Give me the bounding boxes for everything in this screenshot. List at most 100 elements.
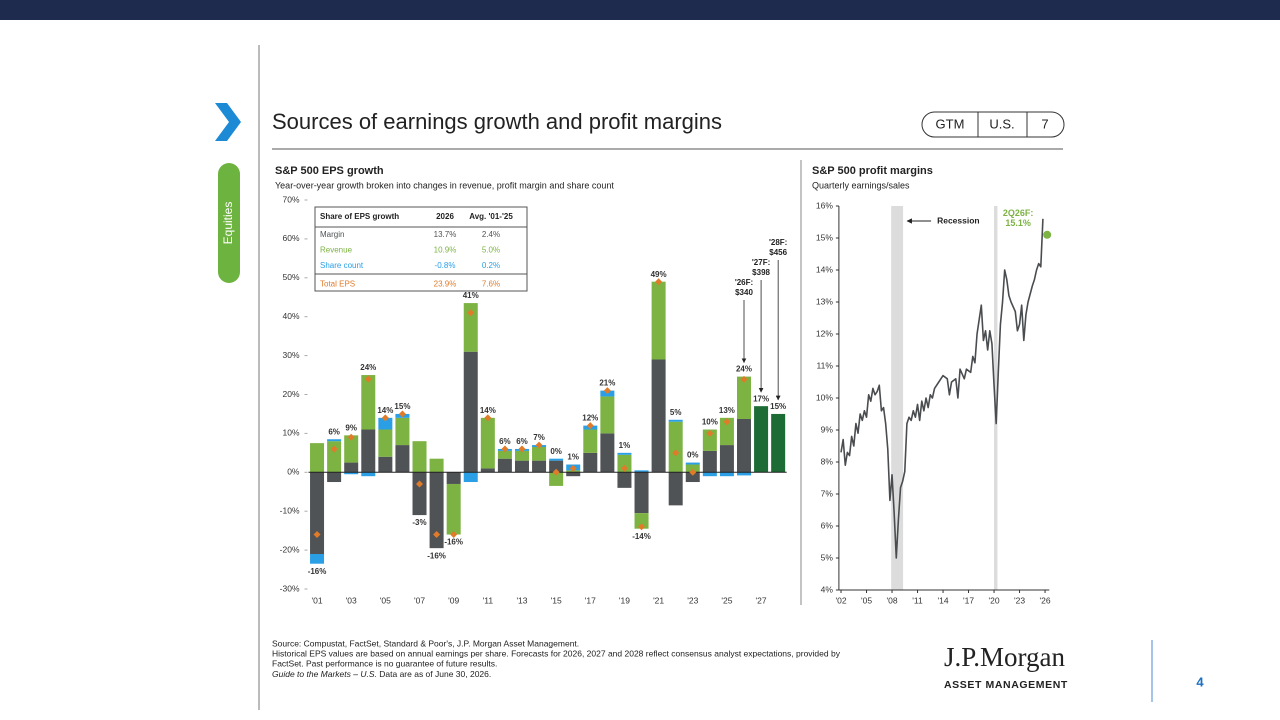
total-marker xyxy=(620,464,628,472)
total-marker xyxy=(672,449,680,457)
bar-segment xyxy=(480,417,495,469)
margin-line xyxy=(840,218,1044,559)
x-tick-label: '15 xyxy=(551,595,562,605)
data-label: -3% xyxy=(412,518,426,527)
bar-segment xyxy=(532,460,547,473)
bar-segment xyxy=(344,472,359,475)
recession-band xyxy=(891,206,904,590)
table-cell: Revenue xyxy=(320,246,353,255)
logo: J.P.Morgan xyxy=(944,642,1066,672)
table-header: Avg. '01-'25 xyxy=(469,212,513,221)
x-tick-label: '20 xyxy=(989,595,1000,605)
total-marker xyxy=(433,531,441,539)
source-note: FactSet. Past performance is no guarante… xyxy=(272,658,497,668)
x-tick-label: '11 xyxy=(912,595,923,605)
note: Data are as of June 30, 2026. xyxy=(377,669,491,679)
chart-subtitle: Year-over-year growth broken into change… xyxy=(275,180,614,190)
total-marker xyxy=(552,468,560,476)
bar-segment xyxy=(566,472,581,477)
top-bar xyxy=(0,0,1280,20)
chevron xyxy=(215,103,241,141)
y-tick-label: -10% xyxy=(280,505,300,515)
data-label: 49% xyxy=(651,270,667,279)
bar-segment xyxy=(600,396,615,434)
bar-segment xyxy=(617,472,632,488)
y-tick-label: 9% xyxy=(821,424,834,434)
bar-segment xyxy=(719,472,734,477)
total-marker xyxy=(655,278,663,286)
bar-segment xyxy=(327,441,342,473)
y-tick-label: 10% xyxy=(816,392,833,402)
total-marker xyxy=(638,523,646,531)
section-tab[interactable] xyxy=(218,163,240,283)
table-frame xyxy=(314,206,528,292)
bar-segment xyxy=(549,460,564,473)
bar-segment xyxy=(702,472,717,477)
x-tick-label: '14 xyxy=(937,595,948,605)
bar-segment xyxy=(429,458,444,473)
note-italic: Guide to the Markets – U.S. xyxy=(272,669,377,679)
x-tick-label: '02 xyxy=(835,595,846,605)
badge-item: GTM xyxy=(936,116,965,131)
y-tick-label: 15% xyxy=(816,232,833,242)
bar-segment xyxy=(651,281,666,360)
table-cell: 13.7% xyxy=(434,230,457,239)
x-tick-label: '17 xyxy=(585,595,596,605)
bar-segment xyxy=(634,513,649,529)
bar-segment xyxy=(344,462,359,473)
data-label: 6% xyxy=(328,427,340,436)
total-marker xyxy=(689,468,697,476)
bar-segment xyxy=(737,419,752,473)
table-header: Share of EPS growth xyxy=(320,212,399,221)
x-tick-label: '03 xyxy=(346,595,357,605)
total-marker xyxy=(535,441,543,449)
x-tick-label: '07 xyxy=(414,595,425,605)
bar-segment xyxy=(583,429,598,453)
data-label: -16% xyxy=(308,567,327,576)
y-tick-label: 20% xyxy=(282,389,299,399)
x-tick-label: '05 xyxy=(861,595,872,605)
total-marker xyxy=(603,387,611,395)
bar-segment xyxy=(754,406,769,473)
bar-segment xyxy=(617,454,632,473)
bar-segment xyxy=(463,472,478,483)
badge-item: 7 xyxy=(1041,116,1048,131)
total-marker xyxy=(398,410,406,418)
total-marker xyxy=(416,480,424,488)
bar-segment xyxy=(378,417,393,430)
total-marker xyxy=(330,445,338,453)
bar-segment xyxy=(719,445,734,473)
y-tick-label: -20% xyxy=(280,544,300,554)
total-marker xyxy=(450,531,458,539)
data-label: 5% xyxy=(670,408,682,417)
x-tick-label: '09 xyxy=(448,595,459,605)
data-label: -16% xyxy=(444,538,463,547)
x-tick-label: '25 xyxy=(721,595,732,605)
y-tick-label: 6% xyxy=(821,520,834,530)
total-marker xyxy=(381,414,389,422)
bar-segment xyxy=(532,447,547,461)
table-cell: -0.8% xyxy=(435,261,456,270)
bar-segment xyxy=(310,553,325,564)
y-tick-label: 13% xyxy=(816,296,833,306)
x-tick-label: '21 xyxy=(653,595,664,605)
annotation: Recession xyxy=(937,215,980,225)
y-tick-label: 60% xyxy=(282,233,299,243)
bar-segment xyxy=(412,441,427,473)
total-marker xyxy=(569,464,577,472)
forecast-annotation: '26F: $340 xyxy=(734,278,754,297)
bar-segment xyxy=(583,452,598,473)
forecast-point xyxy=(1043,230,1052,239)
recession-band xyxy=(994,206,998,590)
total-marker xyxy=(501,445,509,453)
forecast-label: 2Q26F: 15.1% xyxy=(1002,207,1034,228)
bar-segment xyxy=(446,483,461,535)
bar-segment xyxy=(361,375,376,430)
total-marker xyxy=(740,375,748,383)
x-tick-label: '23 xyxy=(687,595,698,605)
total-marker xyxy=(723,418,731,426)
bar-segment xyxy=(737,376,752,420)
y-tick-label: 5% xyxy=(821,552,834,562)
